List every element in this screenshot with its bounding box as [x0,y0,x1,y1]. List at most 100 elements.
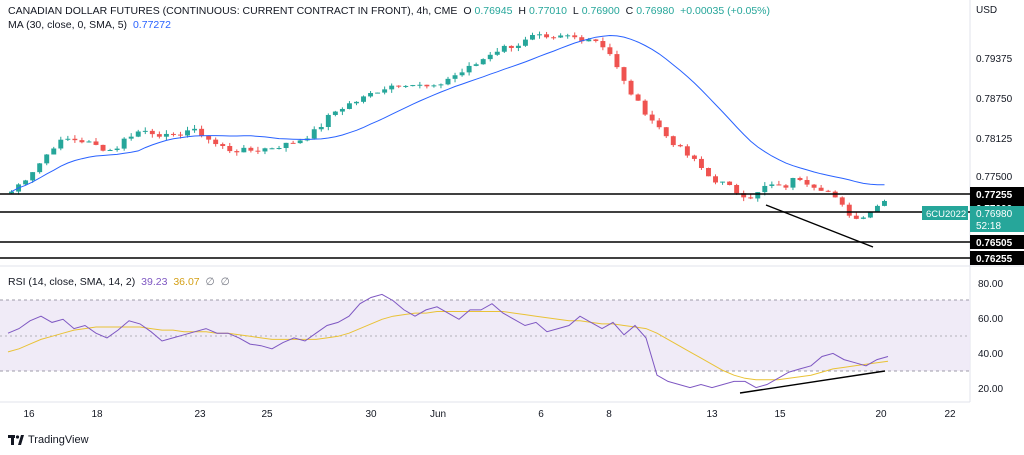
candle-up [452,75,458,79]
candle-up [480,59,486,65]
candle-down [149,130,155,135]
symbol-tag-label: 6CU2022 [926,209,966,220]
candle-up [339,108,345,112]
candle-up [368,93,374,97]
candle-up [438,84,444,86]
candle-up [720,181,726,183]
candle-up [276,148,282,150]
candle-down [670,136,676,146]
open-value: 0.76945 [474,5,513,17]
candle-down [734,185,740,194]
rsi-label[interactable]: RSI (14, close, SMA, 14, 2) [8,276,136,288]
ma-label[interactable]: MA (30, close, 0, SMA, 5) [8,19,128,31]
symbol-title[interactable]: CANADIAN DOLLAR FUTURES (CONTINUOUS: CUR… [8,5,458,17]
candle-down [628,80,634,95]
candle-down [206,135,212,140]
ma-line [11,34,885,193]
date-label: 18 [91,409,103,420]
rsi-legend: RSI (14, close, SMA, 14, 2) 39.23 36.07 … [8,276,233,288]
price-tick-label: 0.77500 [976,172,1013,183]
date-label: 13 [706,409,718,420]
candle-up [65,138,71,140]
candle-up [318,127,324,130]
candle-up [459,72,465,76]
candle-down [783,185,789,188]
candle-down [424,84,430,87]
tradingview-brand[interactable]: TradingView [8,434,89,446]
candle-up [867,212,873,218]
date-label: 6 [538,409,544,420]
candle-down [607,47,613,55]
candle-up [530,34,535,40]
rsi-extra-value: ∅ [205,276,215,288]
date-label: 15 [774,409,786,420]
candle-down [706,168,711,177]
price-tag-countdown: 52:18 [976,221,1001,232]
price-tick-label: 0.79375 [976,54,1013,65]
candle-down [72,138,78,141]
candle-up [494,51,500,55]
symbol-tag [922,206,968,220]
ma-legend: MA (30, close, 0, SMA, 5) 0.77272 [8,19,174,31]
ma-value: 0.77272 [132,19,171,31]
candle-up [382,89,388,93]
level-badge-label: 0.76505 [976,238,1013,249]
date-label: 25 [261,409,273,420]
candle-up [417,84,423,86]
candle-up [163,133,169,137]
currency-label: USD [976,5,997,16]
candle-up [51,148,57,155]
candle-down [635,94,641,101]
level-badge-label: 0.76255 [976,254,1013,265]
candle-up [121,138,127,149]
candle-down [621,67,627,81]
candle-down [825,190,831,192]
candle-down [234,151,240,153]
candle-down [213,139,219,145]
candle-up [565,35,571,37]
candle-up [269,148,275,150]
brand-label: TradingView [28,434,89,446]
candle-up [431,85,437,87]
candle-up [135,131,141,137]
candle-down [656,120,662,128]
rsi-trendline[interactable] [739,370,886,394]
candle-up [410,85,416,87]
candle-down [684,146,690,156]
price-trendline[interactable] [765,204,874,248]
candle-down [93,141,99,145]
candle-up [403,85,409,87]
candle-down [199,128,205,136]
candle-down [853,215,859,219]
rsi-tick-label: 60.00 [978,314,1003,325]
candle-down [544,34,550,38]
candle-down [713,176,718,183]
candle-up [332,111,338,115]
candle-up [311,129,317,139]
level-badge [970,235,1024,249]
candle-up [586,39,592,42]
candle-down [248,147,254,151]
candle-down [839,197,845,205]
candle-up [23,180,29,185]
candle-down [804,180,810,185]
low-label: L [572,5,579,17]
candle-up [755,192,761,199]
change-value: +0.00035 (+0.05%) [680,5,770,17]
candle-up [192,128,198,131]
candle-down [642,100,648,115]
candle-up [107,149,113,151]
candle-down [170,133,176,135]
candle-up [882,200,887,206]
date-label: 16 [23,409,35,420]
candle-up [86,141,92,143]
close-label: C [625,5,634,17]
rsi-tick-label: 80.00 [978,279,1003,290]
candle-up [558,35,564,38]
candle-down [748,197,754,199]
candle-down [227,145,233,152]
candle-down [818,187,824,191]
price-tick-label: 0.78750 [976,94,1013,105]
rsi-ma-line [7,311,889,381]
